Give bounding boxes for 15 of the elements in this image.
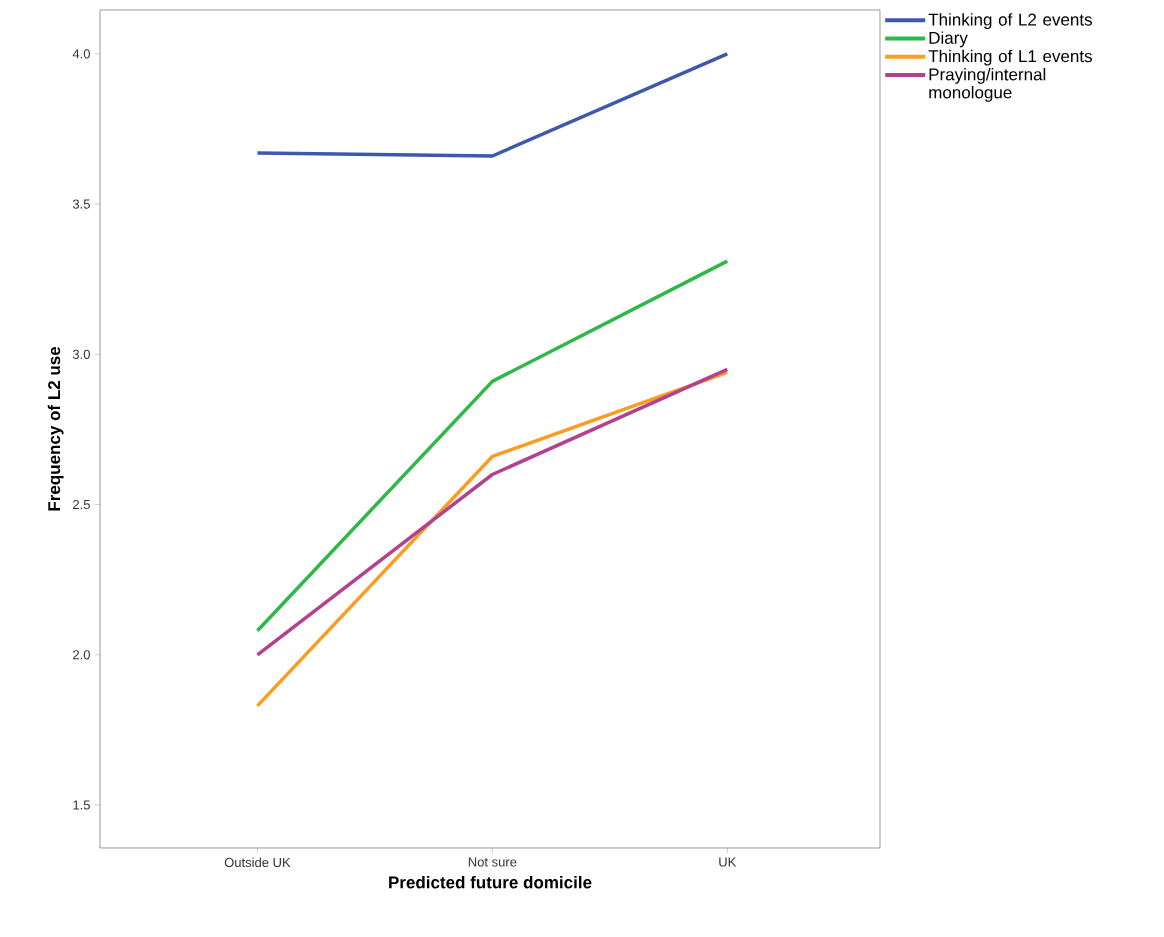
y-tick-label: 3.5 <box>72 199 90 209</box>
y-tick-label: 3.0 <box>72 349 90 359</box>
legend-label: Praying/internal monologue <box>929 67 1046 102</box>
x-axis-title: Predicted future domicile <box>389 875 592 889</box>
legend-label: Thinking of L1 events <box>928 49 1092 66</box>
y-axis-title: Frequency of L2 use <box>47 346 64 511</box>
legend-label: Thinking of L2 events <box>928 13 1092 30</box>
x-tick-label: Outside UK <box>224 857 291 868</box>
y-tick-label: 4.0 <box>72 49 90 59</box>
y-tick-label: 2.0 <box>73 650 90 660</box>
y-tick-label: 2.5 <box>73 499 90 510</box>
legend-label: Diary <box>929 31 968 48</box>
x-tick-label: UK <box>719 857 737 867</box>
x-tick-label: Not sure <box>468 857 517 867</box>
y-tick-label: 1.5 <box>73 800 90 810</box>
